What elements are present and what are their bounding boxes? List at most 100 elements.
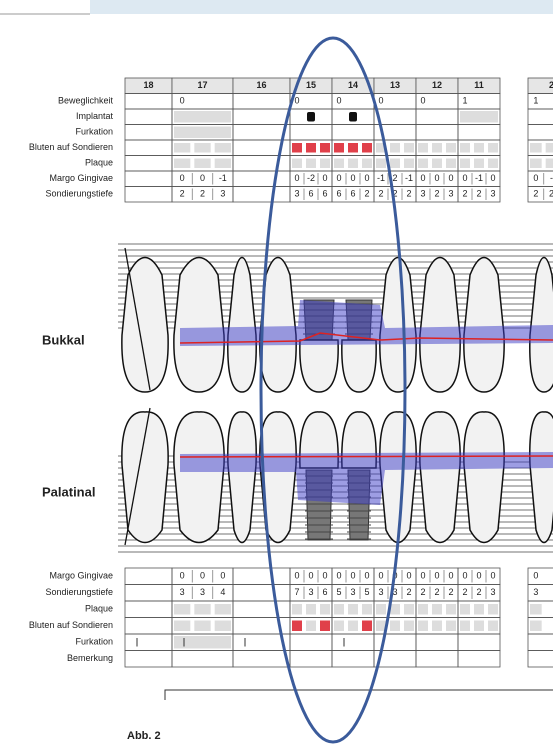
cell xyxy=(416,651,458,668)
row-label: Beweglichkeit xyxy=(58,96,114,106)
cell xyxy=(290,634,332,651)
tooth-lower xyxy=(420,412,460,543)
shade xyxy=(460,111,498,123)
empty-box xyxy=(348,604,358,615)
empty-box xyxy=(348,621,358,632)
cell xyxy=(233,585,290,602)
site-value: 2 xyxy=(406,189,411,199)
tooth-number: 11 xyxy=(474,80,484,90)
cell xyxy=(528,634,553,651)
bukkal-label: Bukkal xyxy=(42,332,85,347)
empty-box xyxy=(460,159,470,169)
empty-box xyxy=(488,604,498,615)
empty-box xyxy=(418,159,428,169)
site-value: 2 xyxy=(434,189,439,199)
tooth-number: 15 xyxy=(306,80,316,90)
empty-box xyxy=(194,604,210,615)
empty-box xyxy=(306,159,316,169)
site-value: 0 xyxy=(420,96,425,106)
empty-box xyxy=(362,604,372,615)
cell xyxy=(290,651,332,668)
site-value: 0 xyxy=(420,571,425,581)
cell xyxy=(458,125,500,141)
empty-box xyxy=(404,143,414,153)
empty-box xyxy=(194,143,210,153)
site-value: 0 xyxy=(200,571,205,581)
empty-box xyxy=(530,159,542,169)
empty-box xyxy=(418,621,428,632)
cell xyxy=(233,651,290,668)
site-value: 1 xyxy=(533,96,538,106)
site-value: 0 xyxy=(490,173,495,183)
empty-box xyxy=(460,604,470,615)
empty-box xyxy=(530,143,542,153)
row-label: Furkation xyxy=(75,637,113,647)
cell xyxy=(458,651,500,668)
cell xyxy=(233,601,290,618)
cell xyxy=(125,568,172,585)
tooth-upper xyxy=(122,258,168,393)
tooth-lower xyxy=(380,412,416,543)
empty-box xyxy=(488,143,498,153)
empty-box xyxy=(215,621,231,632)
site-value: 0 xyxy=(448,571,453,581)
empty-box xyxy=(292,604,302,615)
empty-box xyxy=(174,621,190,632)
tooth-lower xyxy=(228,412,256,543)
empty-box xyxy=(334,159,344,169)
empty-box xyxy=(446,159,456,169)
empty-box xyxy=(418,604,428,615)
empty-box xyxy=(348,159,358,169)
cell xyxy=(233,109,290,125)
empty-box xyxy=(418,143,428,153)
bleeding-box xyxy=(362,143,372,153)
site-value: 0 xyxy=(322,571,327,581)
cell xyxy=(125,618,172,635)
cell xyxy=(332,125,374,141)
site-value: 2 xyxy=(476,189,481,199)
crown-upper xyxy=(300,340,338,392)
site-value: 0 xyxy=(462,173,467,183)
crown-upper xyxy=(342,340,376,392)
site-value: 0 xyxy=(533,173,538,183)
empty-box xyxy=(446,604,456,615)
site-value: 3 xyxy=(200,587,205,597)
cell xyxy=(233,568,290,585)
cell xyxy=(125,651,172,668)
cell xyxy=(125,109,172,125)
site-value: 6 xyxy=(322,587,327,597)
site-value: 3 xyxy=(378,587,383,597)
cell xyxy=(125,171,172,187)
row-label: Sondierungstiefe xyxy=(45,587,113,597)
empty-box xyxy=(174,143,190,153)
site-value: 2 xyxy=(392,173,397,183)
site-value: 1 xyxy=(462,96,467,106)
site-value: 3 xyxy=(294,189,299,199)
site-value: 0 xyxy=(294,96,299,106)
empty-box xyxy=(432,604,442,615)
cell xyxy=(528,651,553,668)
empty-box xyxy=(174,604,190,615)
site-value: 0 xyxy=(490,571,495,581)
cell xyxy=(233,187,290,203)
site-value: 0 xyxy=(462,571,467,581)
tooth-number: 14 xyxy=(348,80,358,90)
site-value: 3 xyxy=(448,189,453,199)
site-value: 2 xyxy=(448,587,453,597)
empty-box xyxy=(530,621,542,632)
bleeding-box xyxy=(320,143,330,153)
site-value: 2 xyxy=(364,189,369,199)
tooth-number: 2 xyxy=(549,80,553,90)
tooth-upper xyxy=(530,258,553,393)
cell xyxy=(125,125,172,141)
shade xyxy=(174,636,231,649)
bleeding-box xyxy=(292,621,302,632)
bleeding-box xyxy=(320,621,330,632)
empty-box xyxy=(474,159,484,169)
empty-box xyxy=(460,621,470,632)
empty-box xyxy=(474,604,484,615)
cell xyxy=(528,94,553,110)
empty-box xyxy=(306,604,316,615)
site-value: 0 xyxy=(336,96,341,106)
cell xyxy=(125,634,172,651)
